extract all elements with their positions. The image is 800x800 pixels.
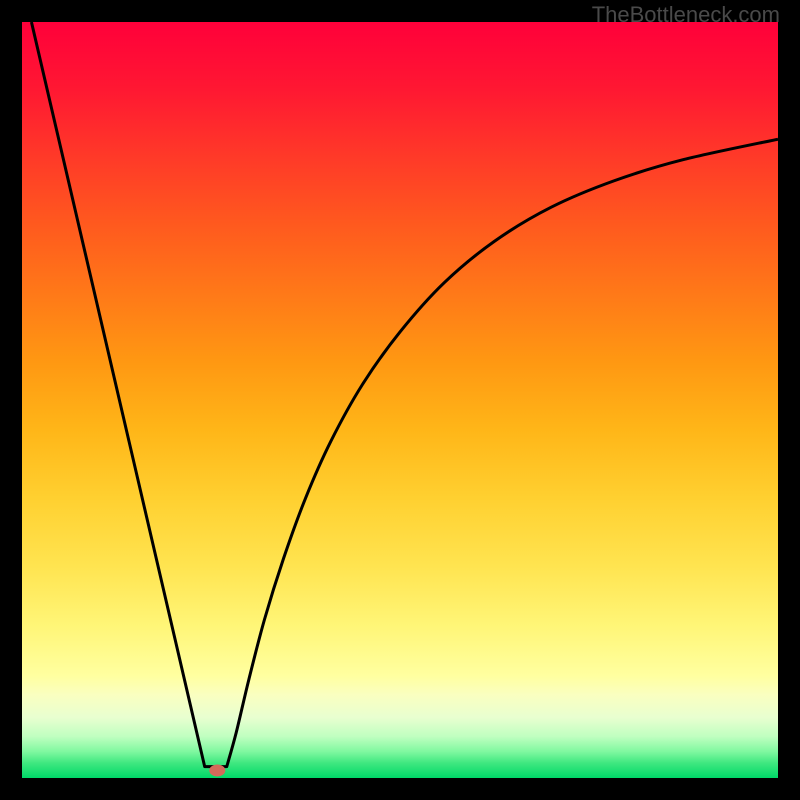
plot-background <box>22 22 778 778</box>
optimum-marker <box>209 764 225 776</box>
watermark-text: TheBottleneck.com <box>592 2 780 28</box>
chart-stage: TheBottleneck.com <box>0 0 800 800</box>
chart-svg <box>0 0 800 800</box>
